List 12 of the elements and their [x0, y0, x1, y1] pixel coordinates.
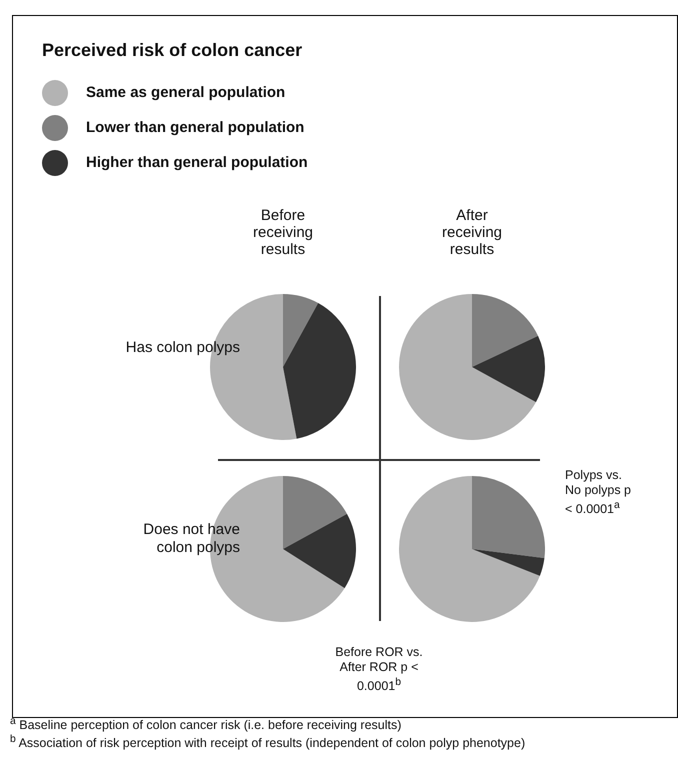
legend-label: Same as general population [86, 84, 286, 101]
chart-title: After receiving results [440, 207, 504, 258]
text: Polyps vs. No polyps p < 0.0001$^{a}$ [565, 468, 632, 518]
text: Before receiving results [252, 207, 314, 258]
text: Before ROR vs. After ROR p < 0.0001$^{b}$ [334, 645, 424, 694]
text: $^{b}$ Association of risk perception with receipt of results (independent of colon polyp phenotype) [10, 734, 526, 750]
legend-label: Higher than general population [86, 154, 308, 171]
text: $^{a}$ Baseline perception of colon cancer risk (i.e. before receiving results) [10, 716, 402, 732]
text: Has colon polyps [124, 339, 240, 357]
legend-title: Perceived risk of colon cancer [42, 40, 304, 61]
text: Does not have colon polyps [142, 521, 240, 557]
legend-label: Lower than general population [86, 119, 304, 136]
